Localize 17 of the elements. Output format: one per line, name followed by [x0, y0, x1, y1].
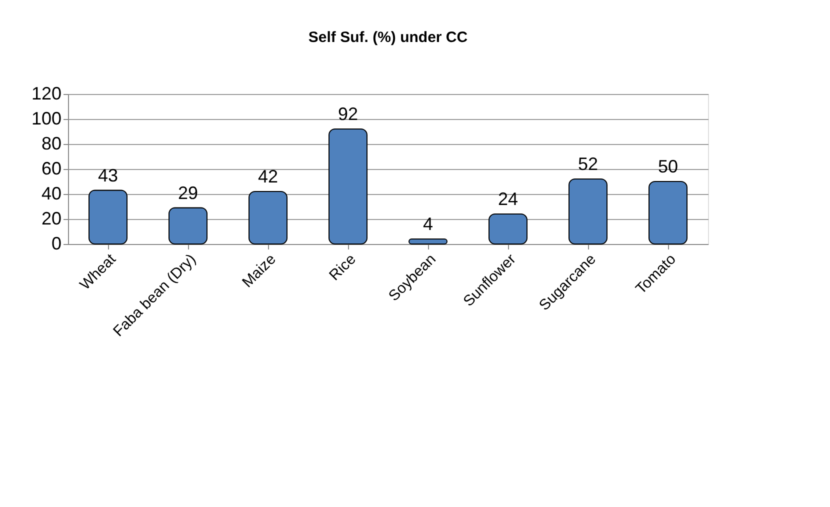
- data-label: 24: [498, 189, 518, 209]
- y-tick-label: 40: [41, 184, 62, 204]
- y-tick-label: 80: [41, 134, 62, 154]
- data-label: 4: [422, 214, 434, 234]
- y-tick-label: 20: [41, 208, 62, 228]
- y-tick-label: 120: [31, 84, 62, 104]
- x-tick-label: Rice: [326, 250, 360, 284]
- data-label: 42: [258, 166, 278, 186]
- y-tick-label: 100: [31, 108, 62, 128]
- data-label: 43: [98, 165, 118, 186]
- data-label: 92: [338, 104, 358, 124]
- chart-title: Self Suf. (%) under CC: [308, 29, 468, 46]
- y-tick-label: 0: [51, 234, 62, 254]
- data-label: 52: [578, 154, 598, 174]
- y-tick-label: 60: [41, 158, 62, 178]
- data-label: 29: [178, 182, 198, 203]
- data-label: 50: [658, 156, 678, 176]
